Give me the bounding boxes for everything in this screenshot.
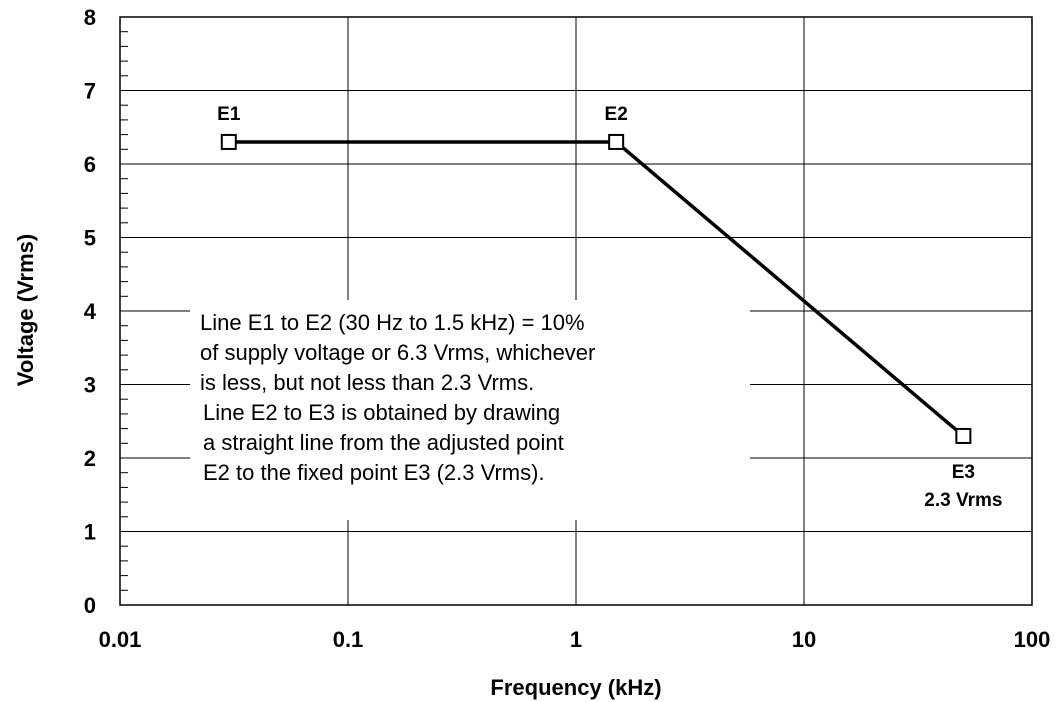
x-axis-title: Frequency (kHz): [490, 675, 661, 700]
data-point-sublabel: 2.3 Vrms: [924, 490, 1002, 511]
annotation-line: E2 to the fixed point E3 (2.3 Vrms).: [203, 460, 545, 485]
x-tick-label: 0.1: [333, 627, 364, 652]
x-tick-label: 100: [1014, 627, 1051, 652]
x-tick-label: 10: [792, 627, 816, 652]
y-tick-label: 1: [84, 520, 96, 545]
y-tick-label: 5: [84, 226, 96, 251]
series-group: E1 E2 E3 2.3 Vrms: [217, 104, 1002, 511]
data-point-label: E1: [217, 104, 241, 125]
annotation-note: Line E1 to E2 (30 Hz to 1.5 kHz) = 10% of…: [200, 310, 595, 485]
y-minor-ticks: [120, 16, 128, 606]
y-tick-label: 4: [84, 299, 97, 324]
annotation-line: of supply voltage or 6.3 Vrms, whichever: [200, 340, 595, 365]
y-tick-label: 7: [84, 79, 96, 104]
data-point-label: E2: [605, 104, 628, 125]
x-tick-label: 1: [570, 627, 582, 652]
data-point-marker: [608, 133, 625, 150]
annotation-line: Line E1 to E2 (30 Hz to 1.5 kHz) = 10%: [200, 310, 585, 335]
x-tick-labels: 0.01 0.1 1 10 100: [99, 627, 1051, 652]
data-point-marker: [955, 427, 972, 444]
plot-frame: [119, 16, 1033, 606]
annotation-line: Line E2 to E3 is obtained by drawing: [203, 400, 560, 425]
x-tick-label: 0.01: [99, 627, 142, 652]
y-tick-label: 0: [84, 593, 96, 618]
annotation-background: [190, 300, 750, 520]
y-tick-label: 3: [84, 373, 96, 398]
y-axis-title: Voltage (Vrms): [13, 234, 38, 386]
data-point-marker: [220, 133, 237, 150]
y-tick-labels: 0 1 2 3 4 5 6 7 8: [84, 5, 97, 618]
data-point-label: E3: [952, 462, 975, 483]
annotation-line: a straight line from the adjusted point: [203, 430, 564, 455]
y-tick-label: 2: [84, 446, 96, 471]
annotation-line: is less, but not less than 2.3 Vrms.: [200, 370, 534, 395]
y-tick-label: 6: [84, 152, 96, 177]
y-tick-label: 8: [84, 5, 96, 30]
